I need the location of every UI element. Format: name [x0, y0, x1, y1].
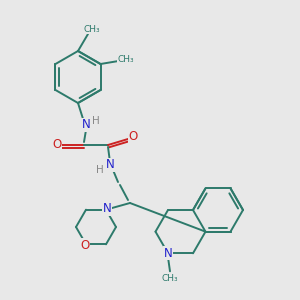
- Text: N: N: [106, 158, 114, 172]
- Text: H: H: [96, 165, 104, 175]
- Text: O: O: [80, 239, 90, 252]
- Text: O: O: [128, 130, 138, 143]
- Text: CH₃: CH₃: [117, 56, 134, 64]
- Text: N: N: [103, 202, 111, 215]
- Text: CH₃: CH₃: [84, 25, 100, 34]
- Text: N: N: [164, 247, 172, 260]
- Text: O: O: [52, 139, 62, 152]
- Text: H: H: [92, 116, 100, 126]
- Text: CH₃: CH₃: [162, 274, 178, 283]
- Text: N: N: [82, 118, 90, 131]
